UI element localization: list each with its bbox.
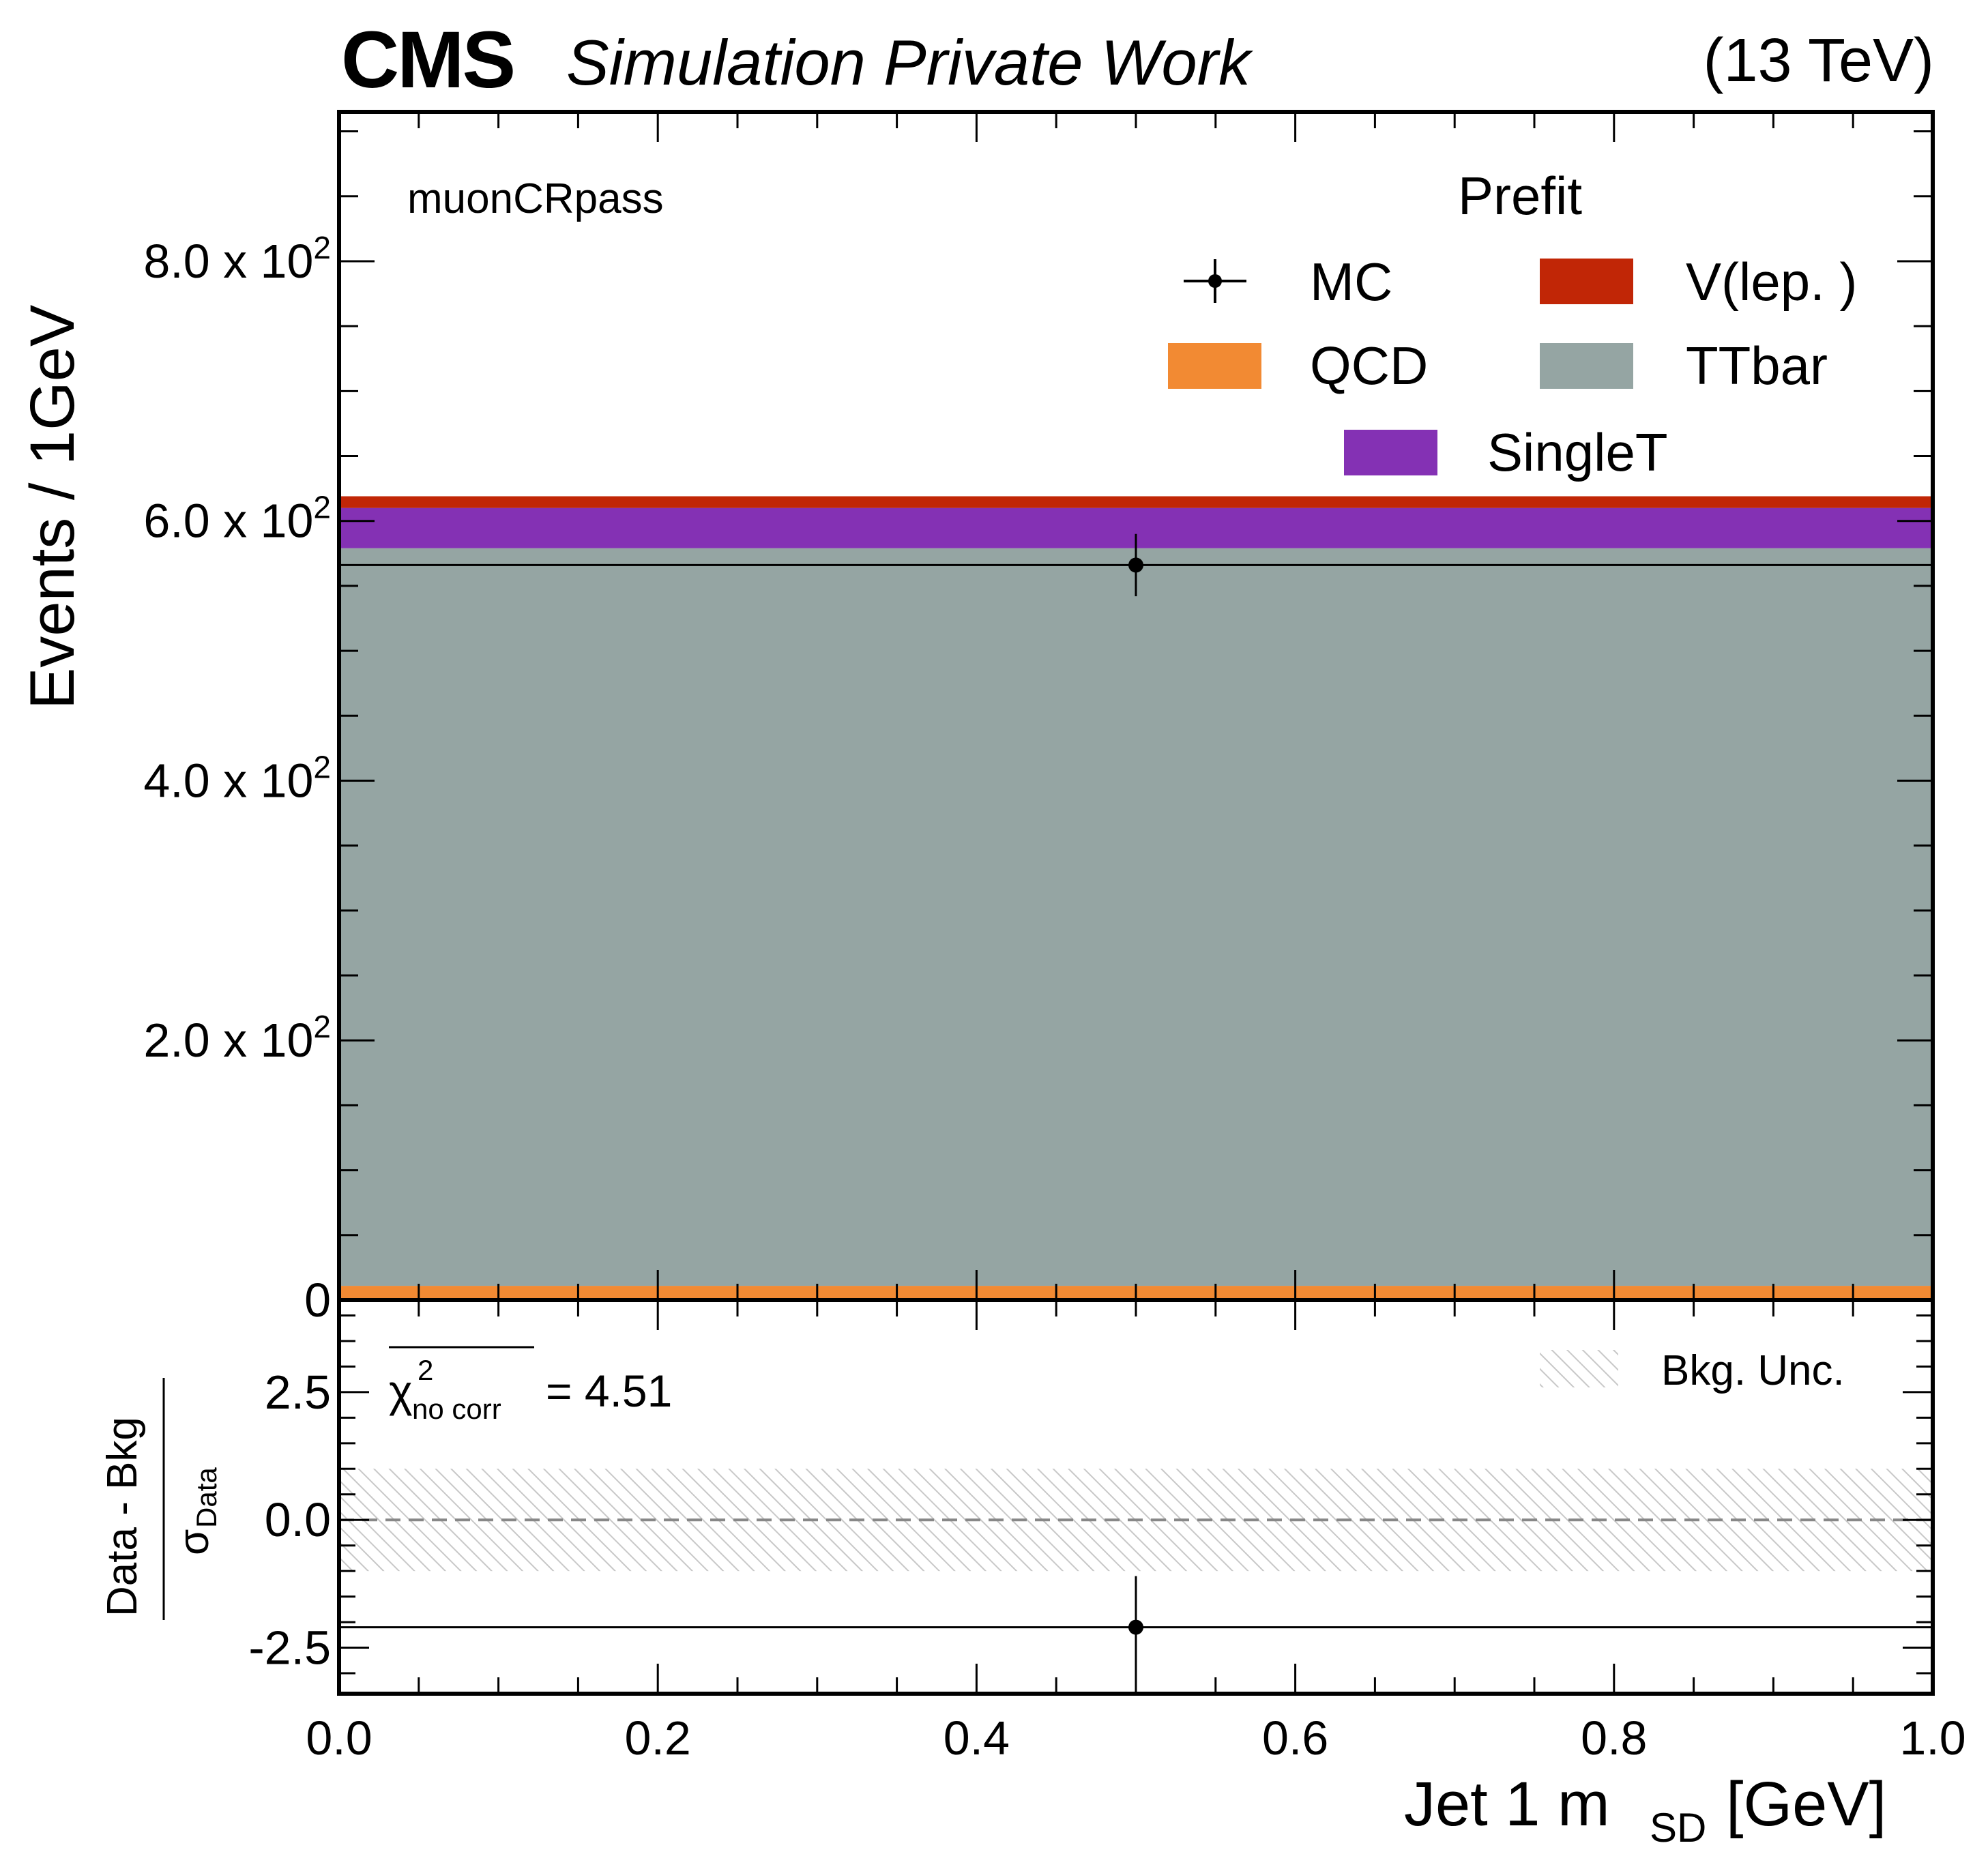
main-ytick-label: 0 [304, 1274, 331, 1327]
main-ytick-label: 6.0 x 102 [143, 490, 331, 548]
region-label: muonCRpass [407, 175, 664, 222]
pull-ytick-label: 2.5 [265, 1366, 331, 1419]
legend-singlet-swatch [1344, 430, 1437, 475]
chi2-superscript: 2 [418, 1354, 433, 1386]
x-axis-label: Jet 1 m SD [GeV] [1404, 1769, 1886, 1851]
legend: Prefit MC V(lep. ) QCD TTbar Sing [1168, 166, 1857, 482]
legend-ttbar-swatch [1540, 343, 1633, 389]
pull-ylabel-sigma: σ [171, 1529, 218, 1555]
main-ytick-label: 4.0 x 102 [143, 749, 331, 807]
xtick-label: 0.8 [1581, 1711, 1647, 1765]
xlabel-unit: [GeV] [1726, 1769, 1886, 1839]
legend-vlep-label: V(lep. ) [1686, 252, 1857, 312]
pull-axes: -2.5 0.0 2.5 0.0 0.2 0.4 0.6 0.8 1.0 [248, 1300, 1966, 1765]
xtick-label: 0.0 [306, 1711, 372, 1765]
stacked-bars [339, 496, 1933, 1300]
xtick-label: 0.2 [625, 1711, 691, 1765]
legend-entry-mc: MC [1184, 252, 1392, 312]
legend-title: Prefit [1458, 166, 1582, 226]
pull-frame [337, 1298, 1935, 1696]
experiment-label: CMS [341, 15, 516, 105]
legend-qcd-swatch [1168, 343, 1261, 389]
legend-entry-ttbar: TTbar [1540, 336, 1828, 396]
legend-entry-singlet: SingleT [1344, 422, 1667, 482]
main-ytick-label: 8.0 x 102 [143, 230, 331, 288]
xtick-label: 0.6 [1262, 1711, 1328, 1765]
band-legend-label: Bkg. Unc. [1661, 1347, 1845, 1394]
chi2-value: = 4.51 [546, 1366, 672, 1416]
bar-v-lep- [339, 496, 1933, 508]
status-label: Simulation Private Work [566, 27, 1251, 98]
energy-label: (13 TeV) [1703, 27, 1934, 95]
mc-points [339, 533, 1933, 597]
pull-panel: -2.5 0.0 2.5 0.0 0.2 0.4 0.6 0.8 1.0 χ 2 no corr… [99, 1298, 1966, 1851]
pull-ylabel-sigma-sub: Data [190, 1467, 222, 1528]
band-legend-swatch [1540, 1350, 1618, 1387]
pull-ylabel-numerator: Data - Bkg [99, 1417, 146, 1617]
chi2-subscript: no corr [412, 1393, 501, 1425]
legend-entry-qcd: QCD [1168, 336, 1428, 396]
xlabel-sub: SD [1650, 1805, 1706, 1851]
chi2-annotation: χ 2 no corr = 4.51 [389, 1346, 672, 1425]
xlabel-main: Jet 1 m [1404, 1769, 1610, 1839]
chi2-symbol: χ [389, 1366, 413, 1416]
mc-point [1128, 557, 1143, 573]
legend-ttbar-label: TTbar [1686, 336, 1828, 396]
pull-y-axis-label: Data - Bkg σ Data [99, 1378, 222, 1620]
main-panel: 0 2.0 x 102 4.0 x 102 6.0 x 102 8.0 x 102 mu… [18, 110, 1935, 1327]
legend-qcd-label: QCD [1310, 336, 1428, 396]
legend-entry-vlep: V(lep. ) [1540, 252, 1857, 312]
legend-singlet-label: SingleT [1487, 422, 1667, 482]
pull-content [339, 1469, 1933, 1679]
pull-ytick-label: 0.0 [265, 1493, 331, 1546]
pull-ytick-label: -2.5 [248, 1621, 331, 1675]
xtick-label: 0.4 [944, 1711, 1010, 1765]
main-ytick-label: 2.0 x 102 [143, 1009, 331, 1067]
band-legend: Bkg. Unc. [1540, 1347, 1845, 1394]
bar-ttbar [339, 548, 1933, 1286]
legend-vlep-swatch [1540, 259, 1633, 304]
main-y-axis-label: Events / 1GeV [18, 305, 87, 709]
xtick-label: 1.0 [1899, 1711, 1965, 1765]
legend-mc-label: MC [1310, 252, 1392, 312]
legend-mc-marker-dot [1208, 274, 1222, 288]
pull-point [1128, 1619, 1143, 1635]
